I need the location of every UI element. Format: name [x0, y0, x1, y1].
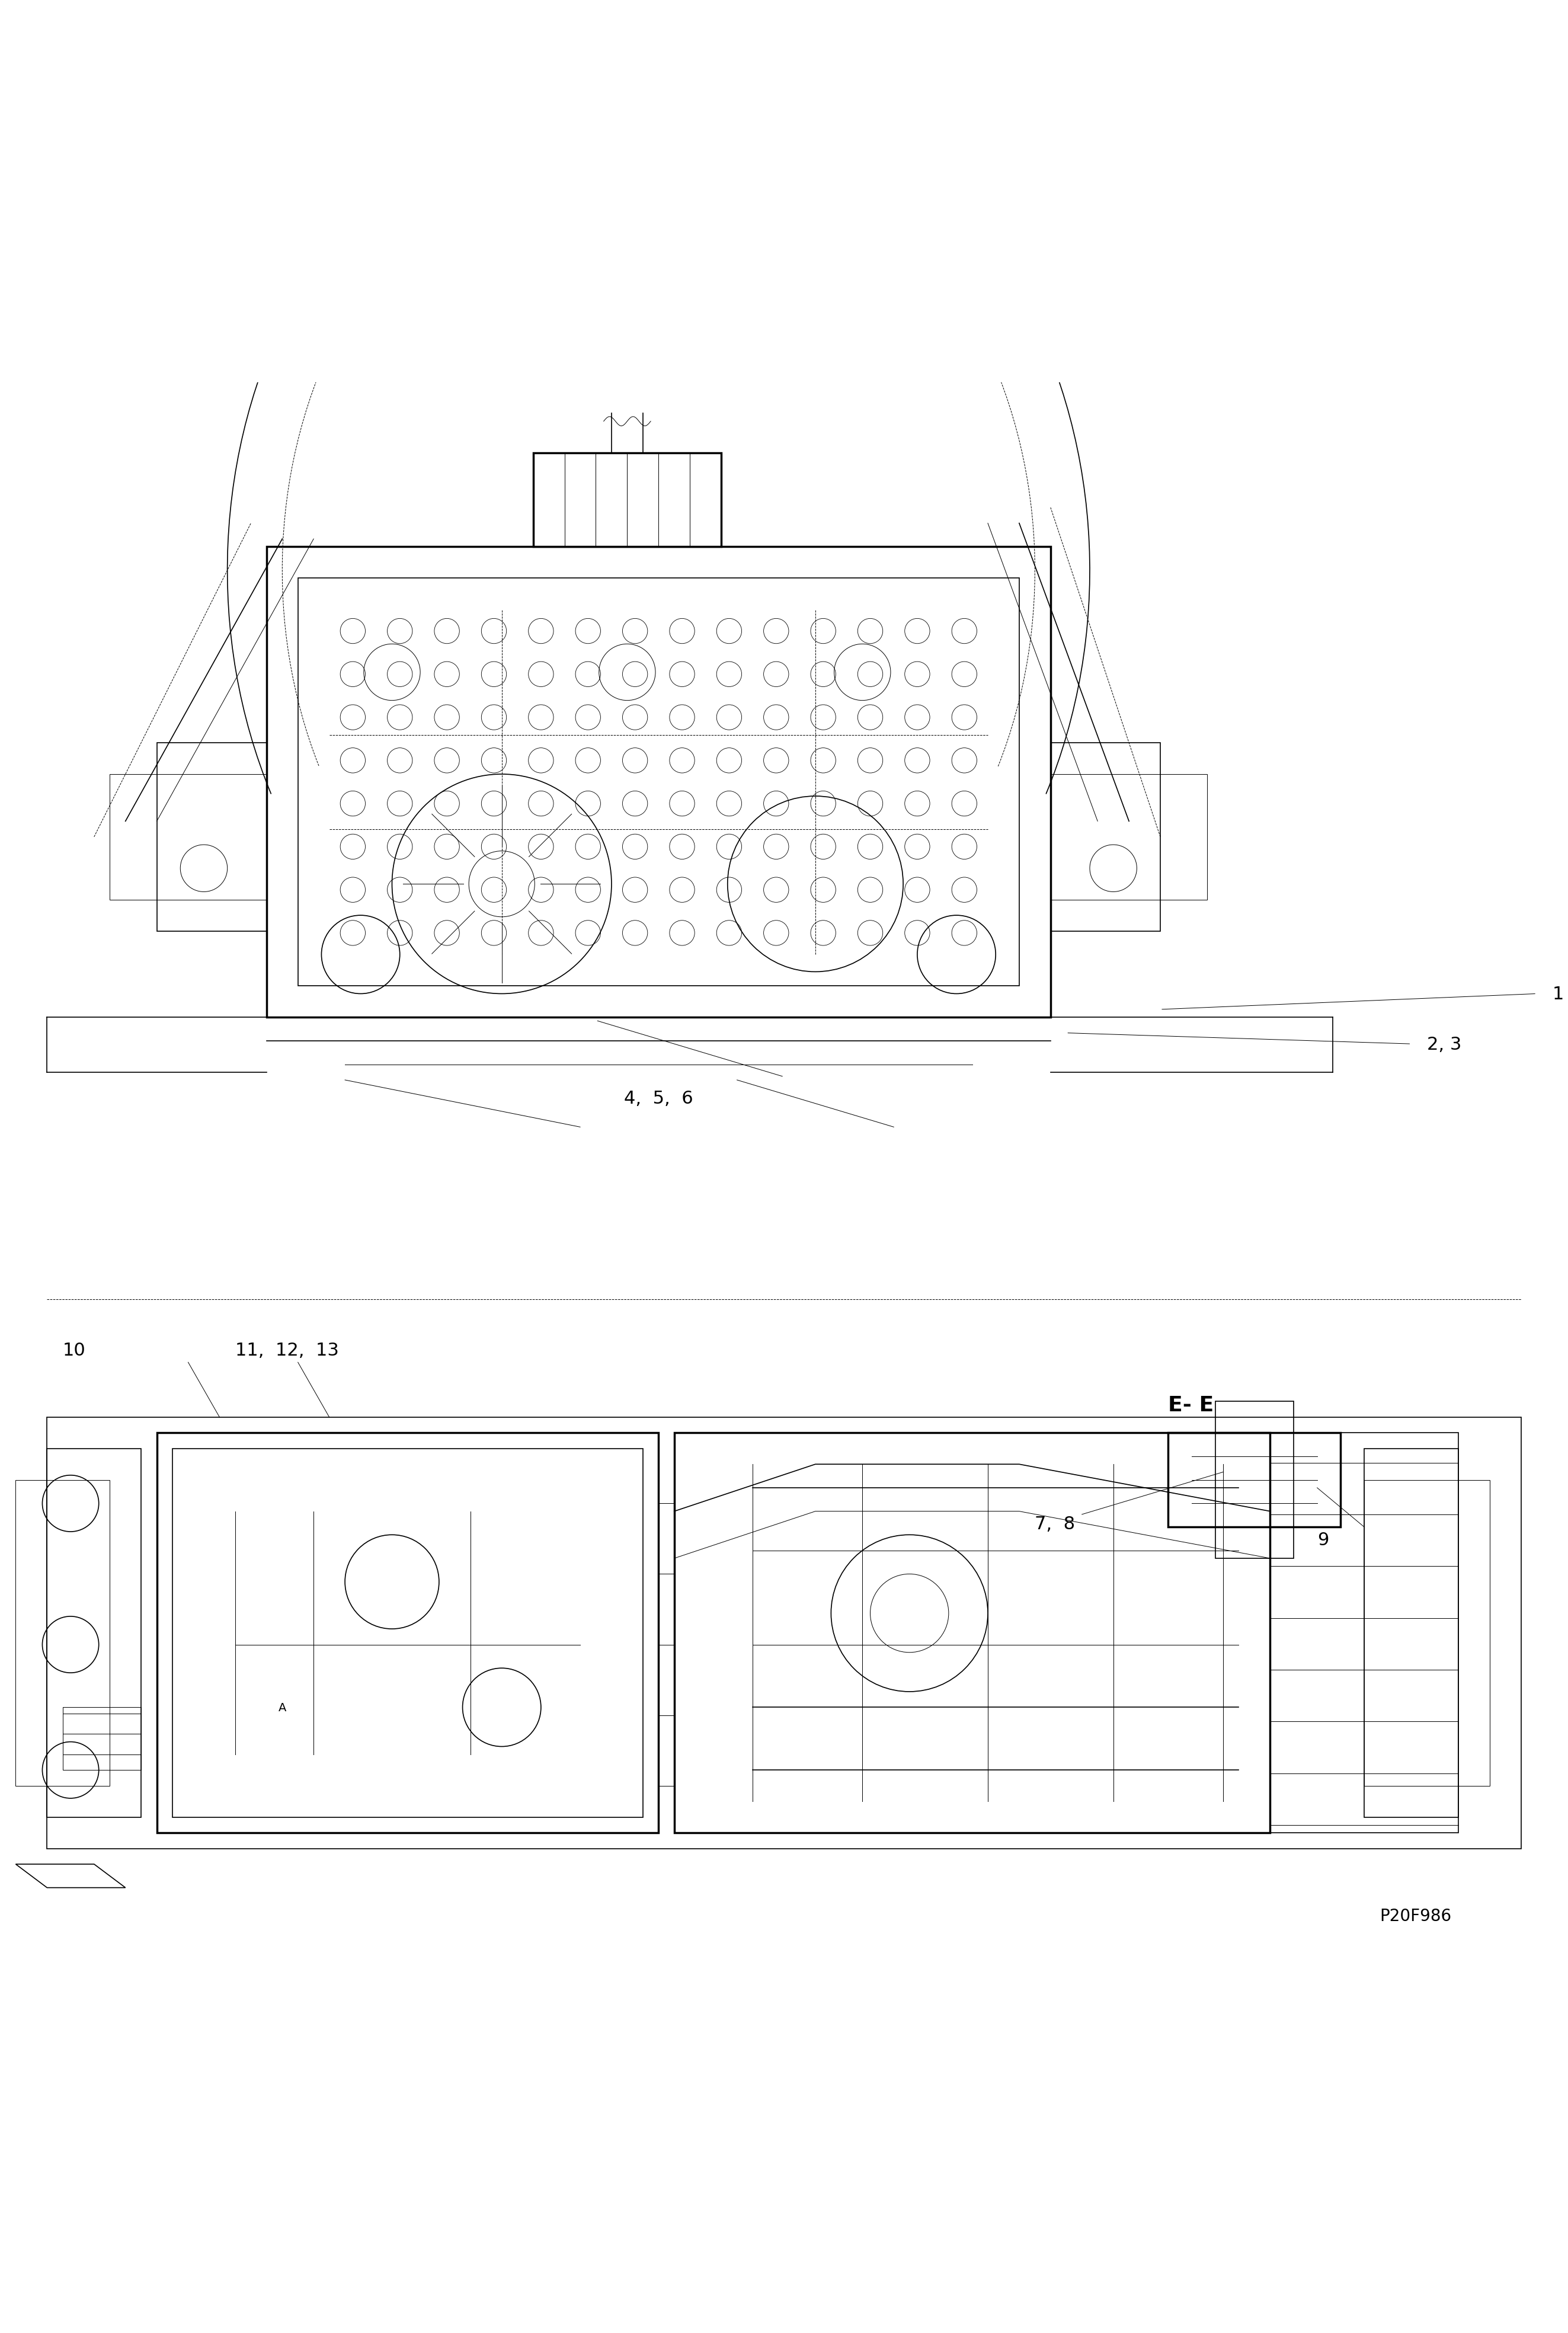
Bar — [16, 1479, 110, 1785]
Text: 11,  12,  13: 11, 12, 13 — [235, 1341, 339, 1358]
Text: A: A — [278, 1701, 287, 1712]
Bar — [1364, 1449, 1458, 1817]
Text: 7,  8: 7, 8 — [1035, 1516, 1076, 1533]
Bar — [1168, 1432, 1341, 1528]
Polygon shape — [16, 1864, 125, 1887]
Text: P20F986: P20F986 — [1380, 1908, 1452, 1925]
Bar — [267, 548, 1051, 1017]
Text: 9: 9 — [1317, 1530, 1328, 1549]
Bar — [110, 775, 267, 901]
Text: E- E: E- E — [1168, 1395, 1214, 1414]
Bar — [1051, 744, 1160, 931]
Bar — [63, 1708, 141, 1771]
Bar — [298, 579, 1019, 987]
Bar — [47, 1418, 1521, 1848]
Text: 1: 1 — [1552, 985, 1563, 1003]
Bar — [1364, 1479, 1490, 1785]
Bar — [1051, 775, 1207, 901]
Bar — [1270, 1432, 1458, 1834]
Bar — [157, 1432, 659, 1834]
Bar — [47, 1449, 141, 1817]
Bar — [157, 744, 267, 931]
Text: 10: 10 — [63, 1341, 86, 1358]
Bar — [533, 453, 721, 548]
Text: 4,  5,  6: 4, 5, 6 — [624, 1090, 693, 1106]
Bar — [1215, 1402, 1294, 1558]
Bar — [674, 1432, 1270, 1834]
Bar — [172, 1449, 643, 1817]
Text: 2, 3: 2, 3 — [1427, 1036, 1461, 1052]
